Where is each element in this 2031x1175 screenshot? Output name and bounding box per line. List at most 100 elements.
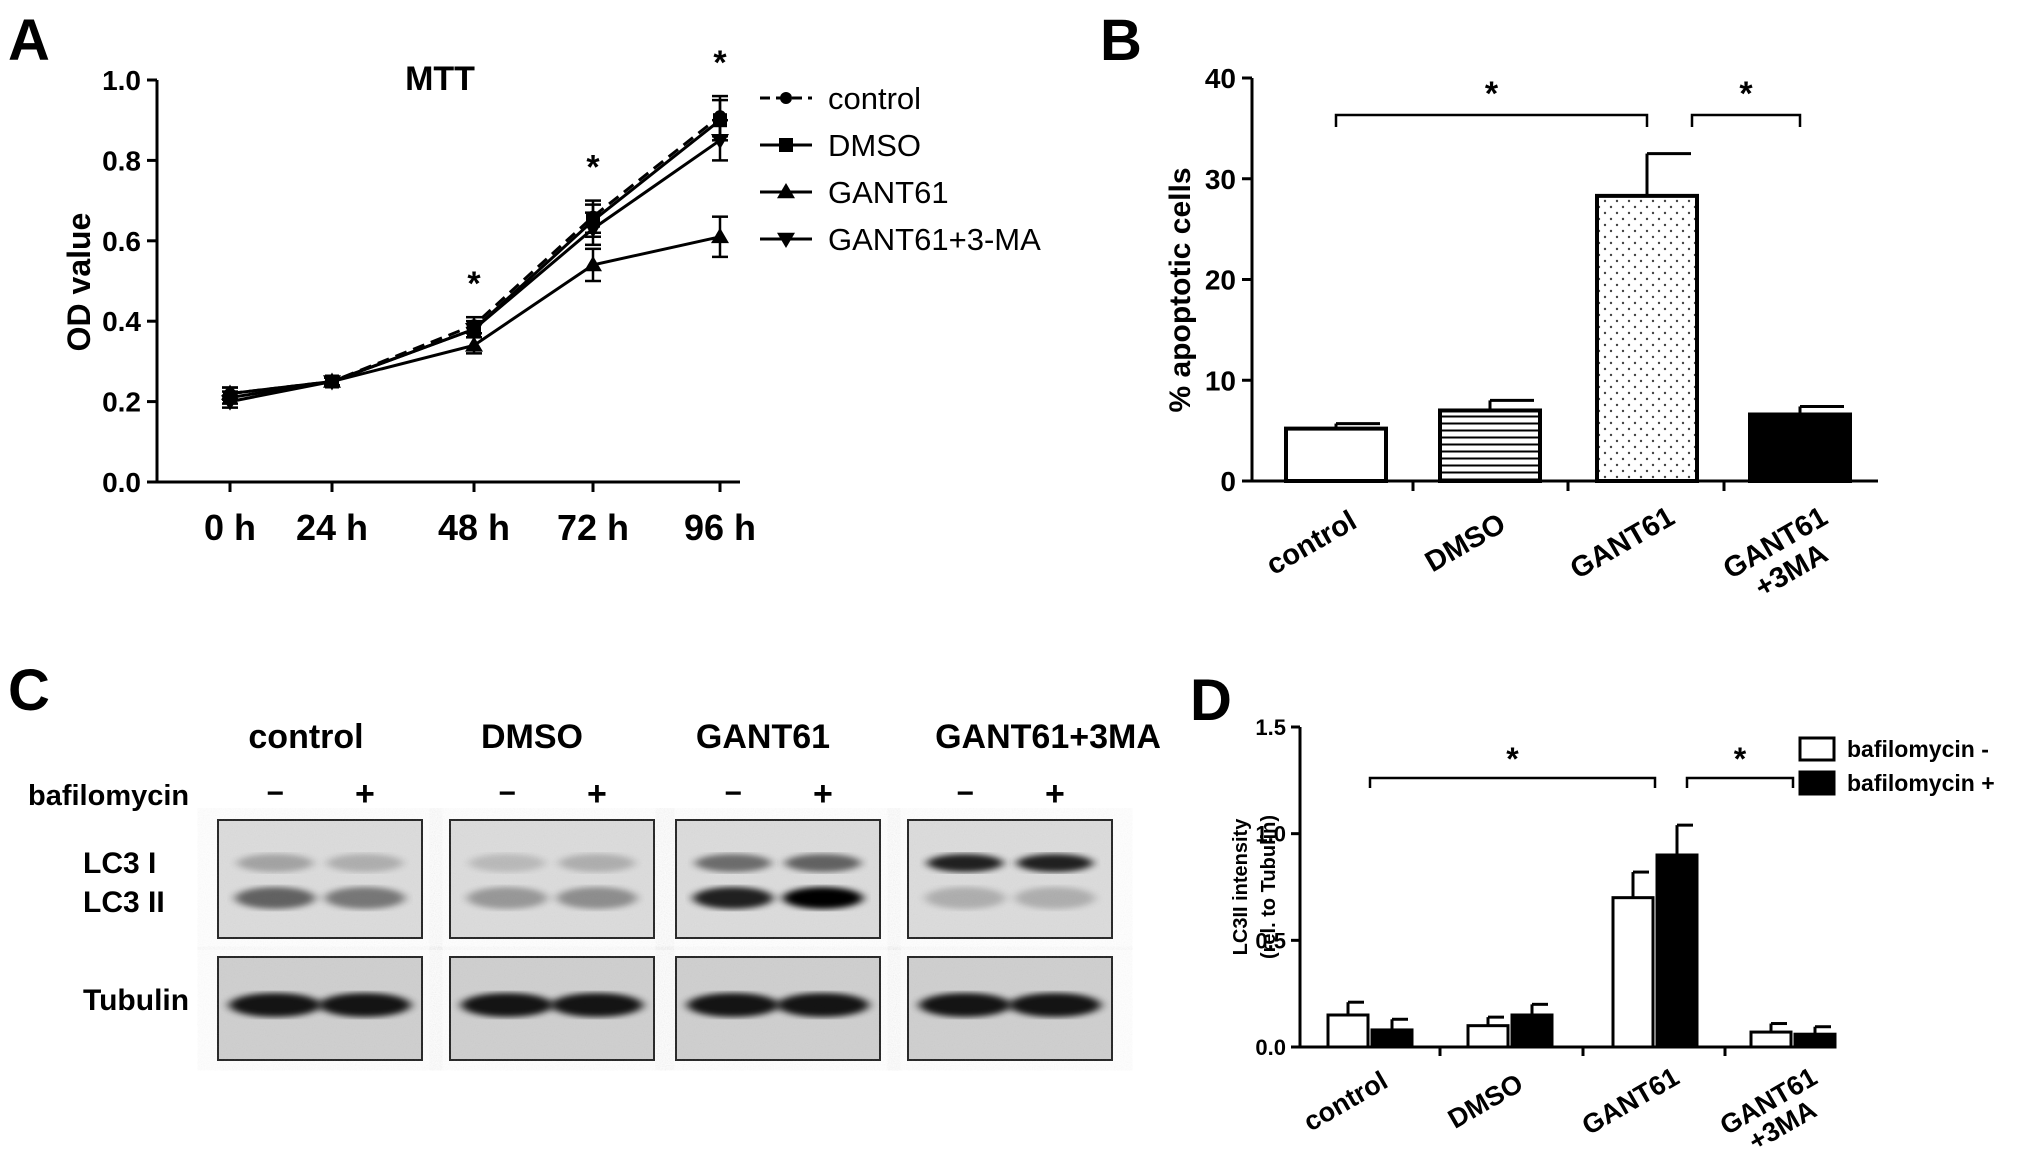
a-series-line [229,119,721,400]
a-y-tick-label: 0.2 [102,387,141,418]
d-bar-3-0 [1749,1030,1793,1049]
a-series-line [229,235,721,396]
d-y-tick-label: 1.5 [1255,715,1286,740]
a-legend-marker [777,183,795,199]
a-x-tick-label: 0 h [204,507,256,548]
a-data-point [323,375,341,391]
b-y-tick-label: 20 [1205,265,1236,296]
a-data-point [584,255,602,272]
chart-a-ylabel: OD value [61,213,97,352]
panel-letter-c: C [8,658,50,723]
c-group-label: control [248,718,363,756]
d-y-tick-label: 1.0 [1255,822,1286,847]
d-significance-star: * [1506,741,1519,777]
d-significance-bracket [1368,776,1657,788]
a-legend-label: DMSO [828,128,921,163]
c-band-lc3-ii [1014,887,1095,909]
panel-letter-a: A [8,8,50,73]
c-band-lc3-i [469,854,546,872]
d-legend-swatch [1798,736,1836,762]
b-category-label: GANT61 [1565,501,1680,586]
c-band-lc3-i [1016,854,1093,872]
a-series-GANT61+3-MA [221,118,729,411]
a-significance-star: * [713,44,727,82]
b-y-tick-label: 40 [1205,63,1236,94]
d-legend-label: bafilomycin + [1847,770,1995,796]
c-minus-sign: − [956,777,974,810]
c-group-label: GANT61+3MA [935,718,1161,756]
a-y-tick-label: 0.8 [102,145,141,176]
chart-a-title: MTT [405,60,475,98]
a-data-point [711,134,729,150]
chart-b-ylabel: % apoptotic cells [1164,167,1197,412]
a-data-point [584,222,602,238]
b-bar-0 [1284,426,1388,483]
c-minus-sign: − [266,777,284,810]
a-x-tick-label: 24 h [296,507,368,548]
a-legend-marker [780,92,792,104]
b-y-tick-label: 10 [1205,365,1236,396]
d-category-label: GANT61+3MA [1715,1062,1836,1165]
d-legend-swatch [1798,770,1836,796]
d-category-label: GANT61 [1577,1062,1684,1141]
c-plus-sign: + [1045,775,1065,813]
c-plus-sign: + [587,775,607,813]
d-significance-bracket [1685,776,1795,788]
c-band-lc3-i [695,854,772,872]
c-treatment-label: bafilomycin [28,780,189,812]
c-membrane-noise [218,820,422,938]
a-data-point [711,227,729,244]
c-band-tubulin [919,993,1012,1017]
d-bar-0-1 [1370,1028,1414,1049]
c-plus-sign: + [355,775,375,813]
a-y-tick-label: 0.0 [102,467,141,498]
b-category-label: control [1261,505,1362,582]
c-membrane-noise [908,820,1112,938]
c-band-tubulin [687,993,780,1017]
b-category-label: DMSO [1420,508,1511,579]
d-bar-1-1 [1510,1013,1554,1049]
a-x-tick-label: 72 h [557,507,629,548]
c-band-lc3-ii [467,887,548,909]
c-band-lc3-ii [235,887,316,909]
c-band-lc3-i [326,854,403,872]
c-band-label-lc3-i: LC3 I [83,847,156,880]
panel-c-western-blot: control DMSO GANT61 GANT61+3MA bafilomycin − +… [28,718,1161,1061]
c-band-lc3-i [237,854,314,872]
a-legend-label: control [828,81,921,116]
c-band-tubulin [1008,993,1101,1017]
a-series-GANT61 [221,215,729,401]
c-band-tubulin [550,993,643,1017]
c-membrane-noise [450,820,654,938]
b-significance-star: * [1485,75,1499,113]
d-ylabel: (rel. to Tubulin) [1258,815,1280,959]
c-band-tubulin [229,993,322,1017]
c-band-tubulin [318,993,411,1017]
d-bar-2-1 [1655,853,1699,1049]
a-significance-star: * [467,265,481,303]
panel-b-bar-chart: % apoptotic cells 0 10 20 30 40 control DMSO G… [1164,63,1878,604]
a-legend-label: GANT61 [828,175,949,210]
b-bar-1 [1438,408,1542,484]
c-band-lc3-ii [693,887,774,909]
b-significance-star: * [1739,75,1753,113]
a-significance-star: * [586,149,600,187]
d-bar-2-0 [1611,896,1655,1049]
c-band-lc3-ii [925,887,1006,909]
d-bar-3-1 [1793,1032,1837,1049]
a-data-point [221,395,239,411]
c-minus-sign: − [724,777,742,810]
a-x-tick-label: 96 h [684,507,756,548]
panel-d-bar-chart: LC3II intensity (rel. to Tubulin) 0.0 0.5 1… [1230,715,1995,1165]
panel-letter-b: B [1100,8,1142,73]
c-band-lc3-i [927,854,1004,872]
d-y-tick-label: 0.0 [1255,1035,1286,1060]
d-bar-1-0 [1466,1024,1510,1049]
c-minus-sign: − [498,777,516,810]
c-band-lc3-i [784,854,861,872]
a-y-tick-label: 1.0 [102,65,141,96]
d-category-label: DMSO [1443,1068,1528,1134]
b-significance-bracket [1334,113,1649,127]
d-significance-star: * [1734,741,1747,777]
